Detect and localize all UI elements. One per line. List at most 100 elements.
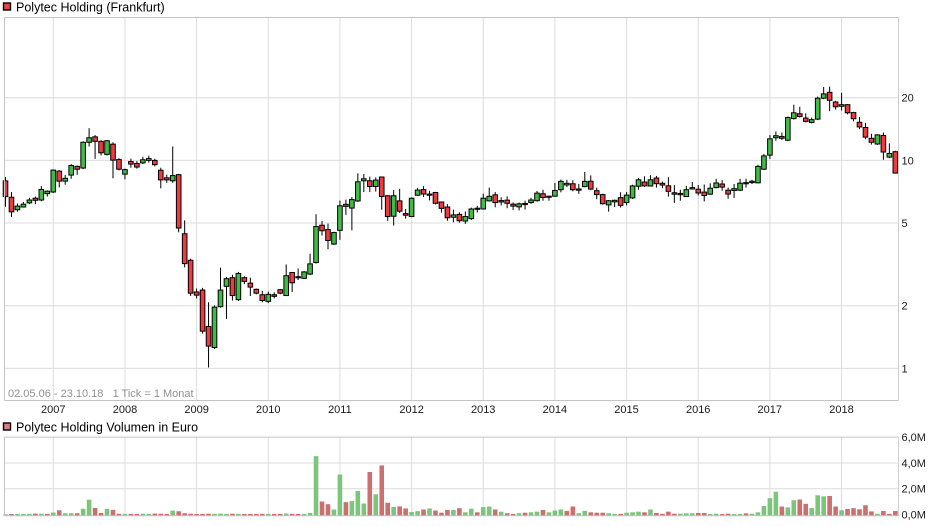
candle-2013-04[interactable] <box>498 197 504 206</box>
candle-2007-02[interactable] <box>56 170 63 188</box>
volume-bar-2016-06[interactable] <box>725 513 731 516</box>
volume-bar-2017-08[interactable] <box>809 508 815 516</box>
volume-bar-2014-02[interactable] <box>558 509 564 516</box>
candle-2013-07[interactable] <box>516 202 522 211</box>
candle-2018-05[interactable] <box>862 122 869 140</box>
candle-2009-06[interactable] <box>223 277 230 319</box>
candle-2007-08[interactable] <box>92 135 98 159</box>
candle-2007-04[interactable] <box>68 164 74 179</box>
volume-bar-2006-12[interactable] <box>45 513 50 516</box>
volume-bar-2007-10[interactable] <box>104 508 110 516</box>
candle-2017-02[interactable] <box>773 131 779 141</box>
volume-bar-2008-11[interactable] <box>182 513 187 516</box>
candle-2013-08[interactable] <box>522 200 528 210</box>
volume-bar-2017-04[interactable] <box>785 507 791 516</box>
volume-bar-2006-06[interactable] <box>9 513 14 516</box>
candle-2010-10[interactable] <box>319 221 325 236</box>
candle-2016-03[interactable] <box>707 183 713 195</box>
volume-bar-2012-08[interactable] <box>451 509 456 516</box>
volume-bar-2018-02[interactable] <box>845 508 850 516</box>
candle-2016-12[interactable] <box>761 153 767 171</box>
candle-2012-11[interactable] <box>468 207 475 220</box>
candle-2008-11[interactable] <box>181 220 188 268</box>
candle-2015-03[interactable] <box>635 177 642 190</box>
candle-2018-04[interactable] <box>856 117 863 130</box>
candle-2009-02[interactable] <box>199 287 206 334</box>
volume-bar-2007-06[interactable] <box>80 508 86 516</box>
candle-2007-11[interactable] <box>110 142 116 179</box>
volume-bar-2011-06[interactable] <box>367 471 373 516</box>
candle-2009-07[interactable] <box>229 274 236 301</box>
candle-2009-10[interactable] <box>247 277 254 296</box>
candle-2014-03[interactable] <box>564 179 570 188</box>
candle-2008-05[interactable] <box>146 155 152 163</box>
candle-2015-09[interactable] <box>671 185 678 203</box>
volume-bar-2009-07[interactable] <box>230 513 235 516</box>
volume-bar-2011-02[interactable] <box>343 502 349 516</box>
candle-2008-10[interactable] <box>175 173 182 233</box>
volume-bar-2013-09[interactable] <box>528 512 534 516</box>
candle-2013-10[interactable] <box>534 190 540 202</box>
candle-2011-04[interactable] <box>355 173 361 202</box>
volume-bar-2017-01[interactable] <box>767 498 773 516</box>
candle-2018-08[interactable] <box>880 132 887 160</box>
candle-2010-09[interactable] <box>313 214 319 264</box>
volume-bar-2011-01[interactable] <box>337 474 343 516</box>
candle-2014-07[interactable] <box>587 175 594 191</box>
volume-bar-2014-11[interactable] <box>612 513 617 516</box>
volume-bar-2017-11[interactable] <box>827 495 832 516</box>
candle-2007-09[interactable] <box>98 140 104 156</box>
candle-2011-07[interactable] <box>372 177 379 192</box>
volume-bar-2017-09[interactable] <box>815 495 820 516</box>
candle-2016-04[interactable] <box>713 178 719 189</box>
candle-2009-04[interactable] <box>211 305 218 349</box>
volume-bar-2008-10[interactable] <box>176 511 181 516</box>
volume-bar-2012-03[interactable] <box>421 509 426 516</box>
volume-bar-2010-11[interactable] <box>325 504 331 516</box>
volume-bar-2008-07[interactable] <box>158 513 164 516</box>
candle-2012-02[interactable] <box>414 187 421 196</box>
volume-bar-2011-10[interactable] <box>391 506 396 516</box>
volume-bar-2015-05[interactable] <box>648 509 653 516</box>
volume-bar-2014-01[interactable] <box>552 510 558 516</box>
volume-bar-2008-06[interactable] <box>152 513 158 516</box>
volume-bar-2018-03[interactable] <box>851 508 856 516</box>
volume-bar-2010-02[interactable] <box>271 513 277 516</box>
candle-2006-09[interactable] <box>26 197 33 205</box>
candle-2013-02[interactable] <box>486 187 493 202</box>
candle-2010-01[interactable] <box>265 291 272 304</box>
volume-bar-2009-03[interactable] <box>206 513 211 516</box>
candle-2015-07[interactable] <box>659 181 666 189</box>
candle-2009-09[interactable] <box>241 276 248 285</box>
candle-2017-12[interactable] <box>832 100 839 110</box>
volume-bar-2010-12[interactable] <box>331 509 337 516</box>
volume-bar-2015-03[interactable] <box>636 511 641 516</box>
volume-bar-2010-03[interactable] <box>277 513 283 516</box>
candle-2016-11[interactable] <box>755 164 761 184</box>
candle-2012-01[interactable] <box>408 197 415 218</box>
volume-bar-2016-04[interactable] <box>713 513 719 516</box>
volume-bar-2018-08[interactable] <box>881 511 886 516</box>
candle-2015-08[interactable] <box>665 177 672 197</box>
candle-2016-09[interactable] <box>743 178 749 188</box>
candle-2017-01[interactable] <box>767 134 773 159</box>
candle-2010-02[interactable] <box>271 292 278 299</box>
volume-bar-2016-12[interactable] <box>761 505 767 516</box>
candle-2010-12[interactable] <box>331 231 337 245</box>
volume-bar-2018-06[interactable] <box>869 511 874 516</box>
candle-2011-10[interactable] <box>390 190 397 226</box>
volume-bar-2009-10[interactable] <box>248 513 253 516</box>
candle-2008-04[interactable] <box>140 156 146 165</box>
candle-2007-06[interactable] <box>80 141 86 170</box>
candle-2014-06[interactable] <box>581 171 588 188</box>
volume-bar-2009-05[interactable] <box>218 513 223 516</box>
volume-bar-2013-07[interactable] <box>516 513 522 516</box>
candle-2008-12[interactable] <box>187 258 194 296</box>
candle-2008-03[interactable] <box>134 161 140 169</box>
candle-2010-05[interactable] <box>289 271 295 292</box>
volume-bar-2012-01[interactable] <box>409 512 414 516</box>
volume-bar-2009-09[interactable] <box>242 513 247 516</box>
volume-bar-2018-09[interactable] <box>887 513 892 516</box>
candle-2015-02[interactable] <box>629 184 636 199</box>
candle-2016-07[interactable] <box>731 184 737 198</box>
